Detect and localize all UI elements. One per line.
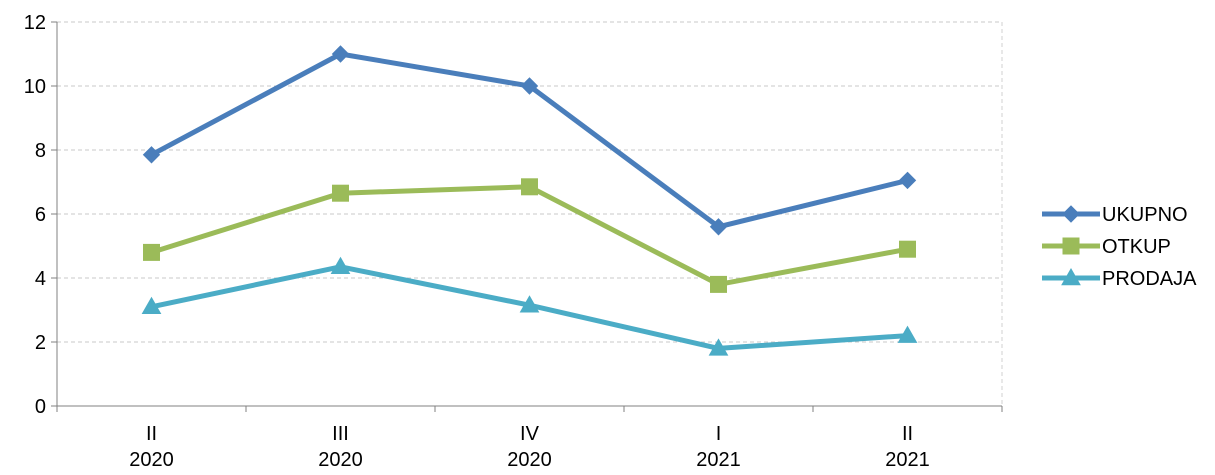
legend-item: UKUPNO: [1042, 204, 1188, 226]
x-tick-label-year: 2020: [318, 449, 363, 470]
axes: 0 2 4 6 8 10 12 II 2020 III 2020 IV 2020 I 2021 II 2021: [24, 12, 1003, 471]
y-tick-label: 2: [35, 332, 46, 354]
x-tick-label: IV: [520, 423, 540, 445]
legend-label: PRODAJA: [1102, 268, 1197, 290]
data-point: [332, 184, 349, 202]
data-point: [331, 45, 350, 63]
y-tick-label: 12: [24, 12, 46, 34]
data-point: [143, 243, 160, 261]
data-point: [142, 146, 161, 164]
x-tick-label: II: [146, 423, 157, 445]
legend-marker: [1061, 267, 1081, 286]
data-point: [330, 256, 351, 275]
x-tick-label-year: 2021: [885, 449, 930, 470]
data-point: [897, 325, 918, 343]
data-point: [708, 338, 729, 356]
legend: UKUPNO OTKUP PRODAJA: [1042, 204, 1197, 290]
y-tick-label: 0: [35, 396, 46, 418]
legend-label: OTKUP: [1102, 236, 1171, 258]
data-point: [709, 218, 728, 236]
data-point: [520, 77, 539, 95]
legend-label: UKUPNO: [1102, 204, 1188, 226]
legend-marker: [1062, 237, 1080, 255]
series-layer: [141, 45, 918, 356]
y-tick-label: 4: [35, 268, 46, 290]
plot-area: 0 2 4 6 8 10 12 II 2020 III 2020 IV 2020 I 2021 II 2021: [24, 12, 1003, 471]
data-point: [710, 275, 727, 293]
y-tick-label: 6: [35, 204, 46, 226]
x-tick-label-year: 2020: [507, 449, 552, 470]
series-line: [150, 184, 908, 287]
legend-marker: [1062, 205, 1080, 223]
x-tick-label-year: 2020: [129, 449, 174, 470]
x-tick-label-year: 2021: [696, 449, 741, 470]
series-ukupno: [142, 45, 917, 236]
data-point: [519, 295, 540, 313]
legend-item: PRODAJA: [1042, 267, 1197, 290]
y-tick-label: 8: [35, 140, 46, 162]
x-tick-label: I: [716, 423, 722, 445]
data-point: [141, 296, 162, 315]
series-otkup: [143, 178, 916, 293]
data-point: [899, 240, 916, 258]
series-prodaja: [141, 256, 918, 356]
data-point: [521, 178, 538, 196]
x-tick-label: II: [902, 423, 913, 445]
y-tick-label: 10: [24, 76, 46, 98]
data-point: [898, 171, 917, 190]
x-tick-label: III: [332, 423, 349, 445]
legend-item: OTKUP: [1042, 236, 1171, 258]
